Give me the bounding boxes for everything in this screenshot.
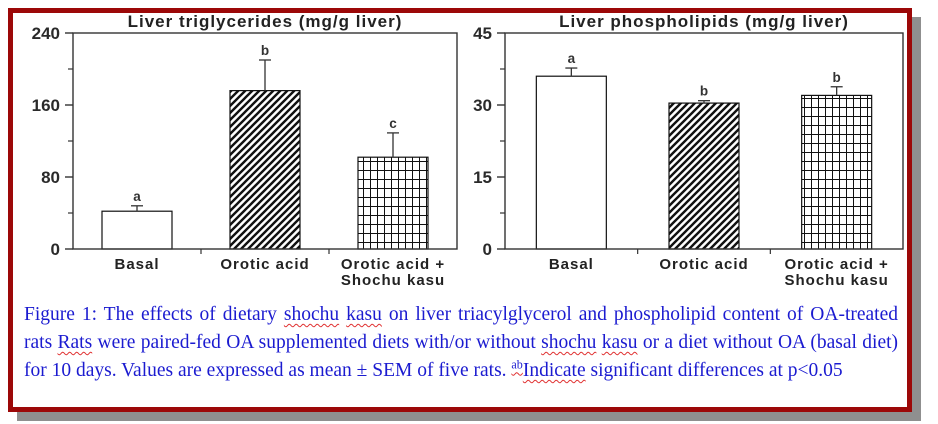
category-label: Orotic acid bbox=[659, 256, 748, 273]
sig-letter: a bbox=[568, 51, 576, 66]
caption-misspelled-word: Indicate bbox=[522, 360, 586, 381]
chart-title-phospholipids: Liver phospholipids (mg/g liver) bbox=[559, 12, 849, 31]
chart-title-triglycerides: Liver triglycerides (mg/g liver) bbox=[127, 12, 403, 31]
y-tick-label: 160 bbox=[32, 96, 60, 115]
chart-liver-triglycerides: a Basal b Orotic acid c Orotic acid + Shochu k… bbox=[32, 24, 458, 289]
caption-misspelled-word: shochu bbox=[283, 304, 340, 325]
caption-text: significant differences at p<0.05 bbox=[585, 360, 843, 381]
category-label: Orotic acid bbox=[220, 256, 309, 273]
category-label: Basal bbox=[114, 256, 159, 273]
sig-letter: b bbox=[700, 84, 708, 99]
bar-basal bbox=[535, 75, 607, 250]
y-tick-label: 0 bbox=[51, 240, 60, 259]
y-tick-label: 30 bbox=[473, 96, 492, 115]
caption-misspelled-word: shochu bbox=[541, 332, 597, 353]
caption-text: Figure 1: The effects of dietary bbox=[24, 304, 284, 325]
y-tick-label: 15 bbox=[473, 168, 492, 187]
sig-letter: c bbox=[389, 116, 397, 131]
caption-text: were paired-fed OA supplemented diets wi… bbox=[92, 332, 542, 353]
y-tick-label: 45 bbox=[473, 24, 492, 43]
caption-misspelled-word: Rats bbox=[57, 332, 93, 353]
caption-text: on liver triacylglycerol and phospholipi… bbox=[24, 304, 898, 353]
bar-orotic-acid- bbox=[801, 94, 873, 250]
bar-orotic-acid- bbox=[357, 156, 429, 250]
category-label: Shochu kasu bbox=[784, 272, 888, 289]
caption-superscript: ab bbox=[511, 358, 522, 372]
category-label: Shochu kasu bbox=[341, 272, 445, 289]
caption-text: or a diet without OA (basal diet) for 10… bbox=[24, 332, 899, 381]
caption-misspelled-word: kasu bbox=[601, 332, 638, 353]
sig-letter: b bbox=[261, 43, 269, 58]
triglycerides-plot: a Basal b Orotic acid c Orotic acid +Shochu k… bbox=[32, 24, 458, 289]
y-tick-label: 240 bbox=[32, 24, 60, 43]
bar-orotic-acid bbox=[229, 89, 301, 250]
caption-misspelled-word: ab bbox=[511, 357, 523, 372]
figure-caption: Figure 1: The effects of dietary shochu … bbox=[24, 301, 898, 385]
category-label: Orotic acid + bbox=[341, 256, 445, 273]
y-tick-label: 0 bbox=[483, 240, 492, 259]
category-label: Orotic acid + bbox=[785, 256, 889, 273]
sig-letter: b bbox=[833, 70, 841, 85]
category-label: Basal bbox=[549, 256, 594, 273]
bar-basal bbox=[101, 210, 173, 250]
caption-misspelled-word: kasu bbox=[346, 304, 382, 325]
phospholipids-plot: a Basal b Orotic acid b Orotic acid +Shochu k… bbox=[473, 24, 904, 289]
sig-letter: a bbox=[133, 189, 141, 204]
y-tick-label: 80 bbox=[41, 168, 60, 187]
chart-liver-phospholipids: a Basal b Orotic acid b Orotic acid + Shochu k… bbox=[473, 24, 904, 289]
bar-orotic-acid bbox=[668, 102, 740, 250]
